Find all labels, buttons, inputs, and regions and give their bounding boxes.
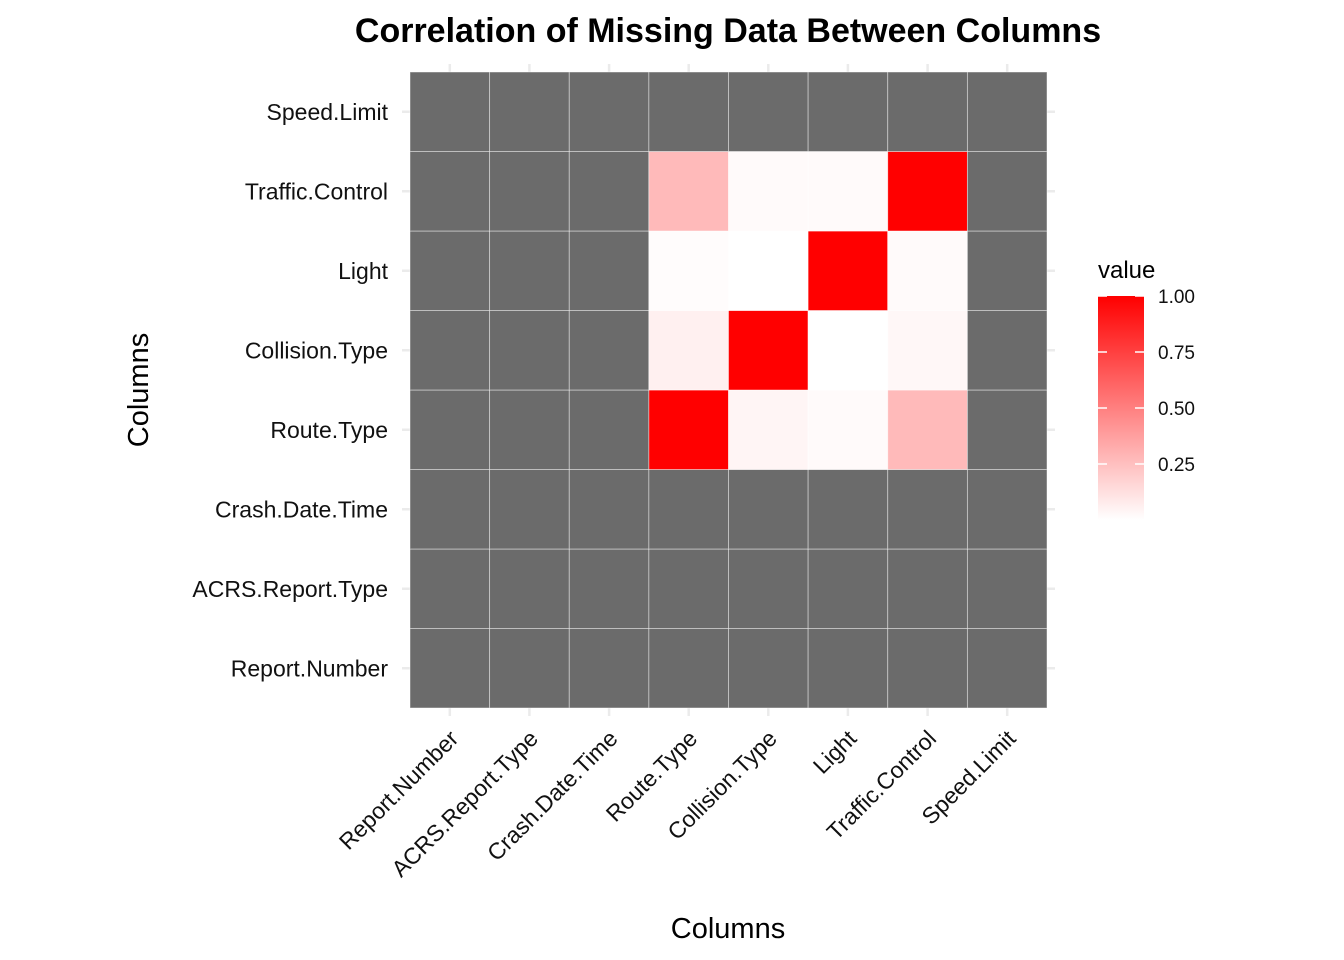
heatmap-cell — [489, 628, 570, 709]
heatmap-cell — [568, 389, 650, 470]
heatmap-cell — [568, 469, 650, 550]
heatmap-cell — [807, 151, 889, 232]
y-tick-label: Crash.Date.Time — [215, 496, 388, 522]
y-tick-label: Route.Type — [270, 417, 388, 443]
legend-label: 0.25 — [1158, 455, 1195, 476]
heatmap-cell — [728, 71, 809, 152]
heatmap-cell — [887, 310, 968, 391]
heatmap-cell — [489, 230, 570, 311]
heatmap-cell — [887, 230, 968, 311]
heatmap-cell — [728, 628, 809, 709]
y-tick-label: Light — [338, 258, 388, 284]
heatmap-cell — [807, 389, 889, 470]
heatmap-cell — [807, 469, 889, 550]
heatmap-cell — [966, 310, 1048, 391]
heatmap-cell — [409, 71, 491, 152]
heatmap-cell — [409, 230, 491, 311]
y-tick-label: Collision.Type — [245, 337, 388, 363]
heatmap-cell — [807, 628, 889, 709]
heatmap-cell — [966, 469, 1048, 550]
heatmap-cell — [409, 628, 491, 709]
heatmap-cell — [648, 389, 729, 470]
heatmap-cell — [966, 548, 1048, 629]
heatmap-cell — [966, 71, 1048, 152]
heatmap-cell — [409, 389, 491, 470]
heatmap-cell — [489, 310, 570, 391]
heatmap-cell — [409, 310, 491, 391]
heatmap-cell — [887, 71, 968, 152]
heatmap-cell — [728, 230, 809, 311]
heatmap-cell — [568, 71, 650, 152]
y-axis-ticks: Report.Number ACRS.Report.Type Crash.Date.… — [192, 99, 388, 682]
legend: value 0.25 0.50 0.75 1.00 — [1098, 257, 1195, 520]
legend-label: 0.50 — [1158, 399, 1195, 420]
legend-label: 0.75 — [1158, 343, 1195, 364]
heatmap-cell — [409, 469, 491, 550]
x-axis-ticks: Report.NumberACRS.Report.TypeCrash.Date.… — [334, 725, 1021, 882]
y-tick-label: Speed.Limit — [267, 99, 389, 125]
heatmap-cell — [568, 230, 650, 311]
heatmap-cell — [728, 389, 809, 470]
heatmap-cell — [648, 230, 729, 311]
x-tick-label: Light — [808, 725, 862, 779]
heatmap-cell — [966, 151, 1048, 232]
heatmap-cell — [648, 628, 729, 709]
heatmap-cell — [807, 310, 889, 391]
x-axis-title: Columns — [671, 913, 785, 945]
heatmap-cell — [728, 310, 809, 391]
heatmap-cell — [489, 151, 570, 232]
heatmap-cell — [648, 548, 729, 629]
heatmap-cell — [966, 389, 1048, 470]
heatmap-cell — [728, 151, 809, 232]
y-tick-label: ACRS.Report.Type — [192, 576, 388, 602]
heatmap-cell — [648, 469, 729, 550]
heatmap-cell — [489, 469, 570, 550]
heatmap-cell — [648, 71, 729, 152]
y-tick-label: Report.Number — [231, 655, 389, 681]
heatmap-cell — [409, 548, 491, 629]
heatmap-cell — [728, 469, 809, 550]
heatmap-cell — [966, 230, 1048, 311]
heatmap-cell — [648, 310, 729, 391]
heatmap-cell — [568, 151, 650, 232]
heatmap-cell — [887, 628, 968, 709]
heatmap-cell — [887, 469, 968, 550]
y-tick-label: Traffic.Control — [245, 178, 388, 204]
heatmap-cell — [728, 548, 809, 629]
heatmap-cell — [568, 548, 650, 629]
heatmap-cells — [409, 71, 1048, 709]
heatmap-cell — [807, 71, 889, 152]
heatmap-cell — [489, 389, 570, 470]
heatmap-cell — [648, 151, 729, 232]
heatmap-cell — [807, 548, 889, 629]
y-axis-title: Columns — [123, 333, 155, 447]
chart-title: Correlation of Missing Data Between Colu… — [355, 12, 1101, 50]
heatmap-cell — [966, 628, 1048, 709]
heatmap-cell — [807, 230, 889, 311]
x-tick-label: ACRS.Report.Type — [386, 725, 543, 882]
heatmap-cell — [489, 548, 570, 629]
legend-label: 1.00 — [1158, 287, 1195, 308]
heatmap-cell — [409, 151, 491, 232]
heatmap-cell — [887, 389, 968, 470]
heatmap-cell — [887, 151, 968, 232]
heatmap-cell — [489, 71, 570, 152]
legend-title: value — [1098, 257, 1155, 284]
heatmap-cell — [887, 548, 968, 629]
heatmap-cell — [568, 628, 650, 709]
heatmap-cell — [568, 310, 650, 391]
